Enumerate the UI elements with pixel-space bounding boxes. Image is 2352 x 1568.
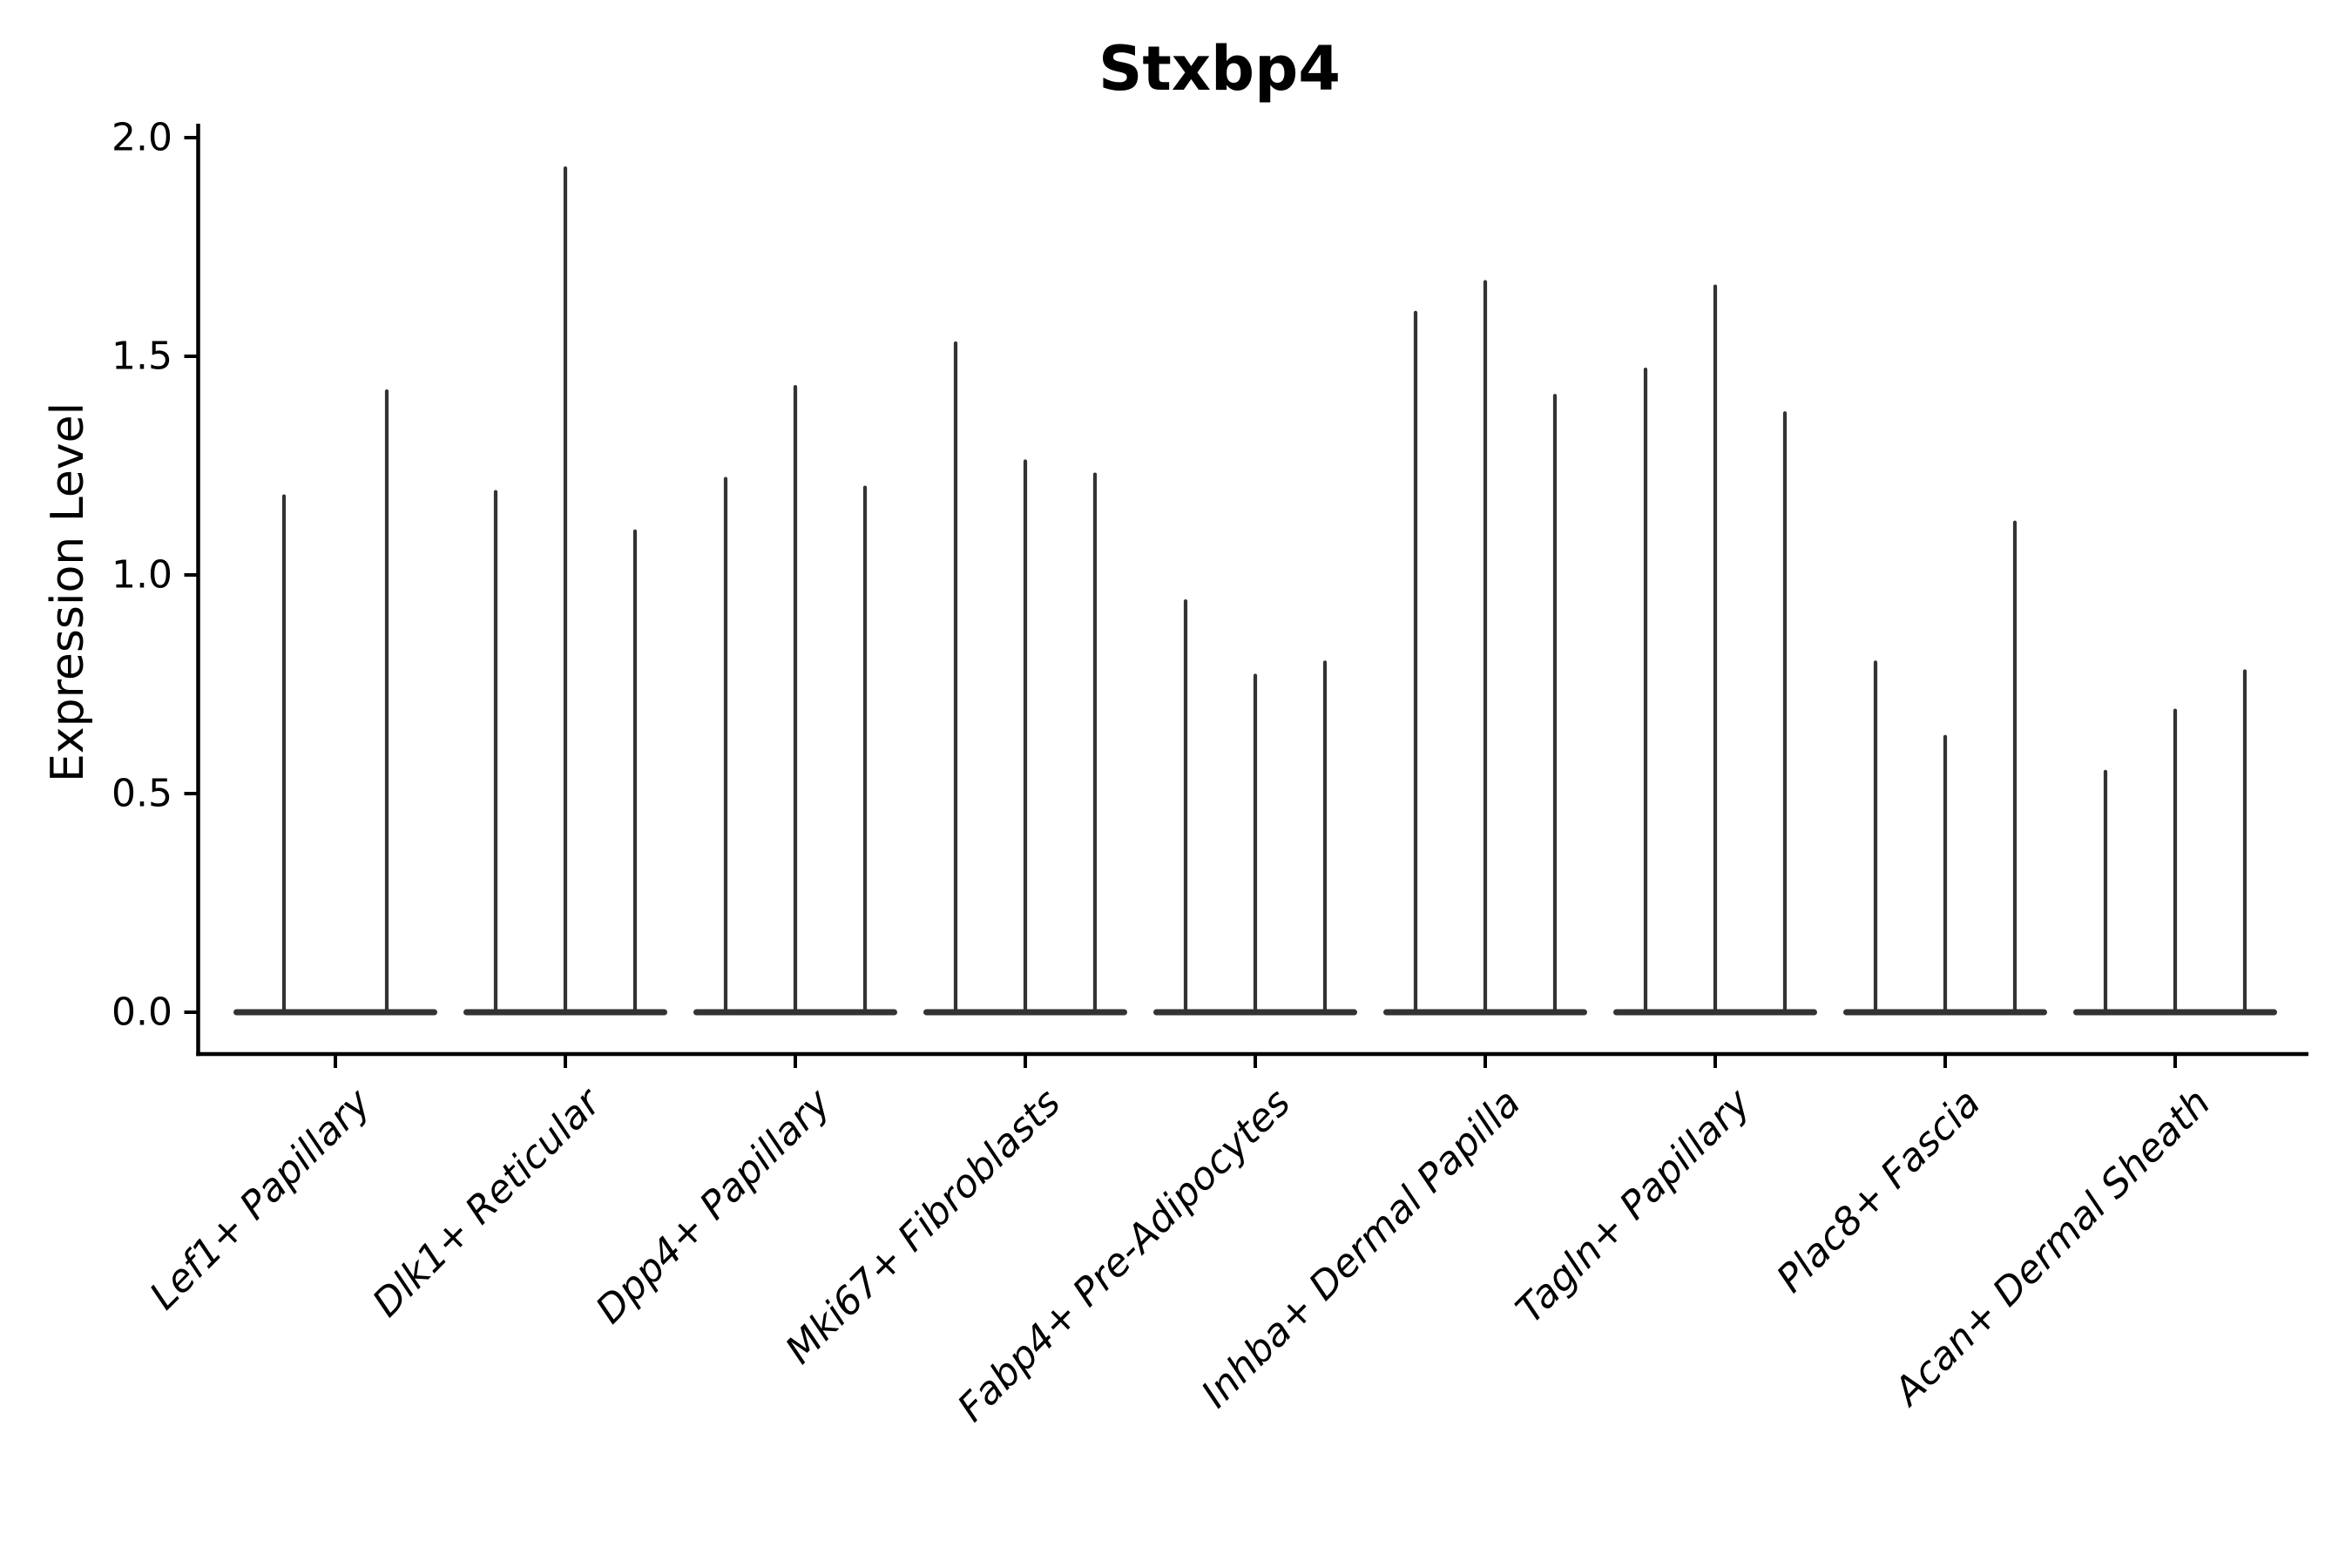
violin-series [233,166,2277,1016]
y-axis-ticks: 0.0 0.5 1.0 1.5 2.0 [112,116,199,1035]
y-tick-label: 1.0 [112,553,172,598]
x-tick-label: Dpp4+ Papillary [587,1080,840,1333]
y-tick-label: 2.0 [112,116,172,160]
x-tick-label: Plac8+ Fascia [1768,1080,1989,1301]
x-axis-ticks [334,1054,2177,1068]
y-tick-label: 1.5 [112,335,172,379]
x-tick-label: Lef1+ Papillary [141,1080,380,1319]
violin-base [233,1009,437,1016]
y-axis-label: Expression Level [42,402,94,782]
x-tick-label: Dlk1+ Reticular [364,1078,611,1325]
chart-title: Stxbp4 [1098,33,1341,105]
axes [196,124,2308,1057]
y-tick-label: 0.0 [112,990,172,1035]
y-tick-label: 0.5 [112,772,172,816]
x-tick-label: Tagln+ Papillary [1508,1080,1760,1332]
